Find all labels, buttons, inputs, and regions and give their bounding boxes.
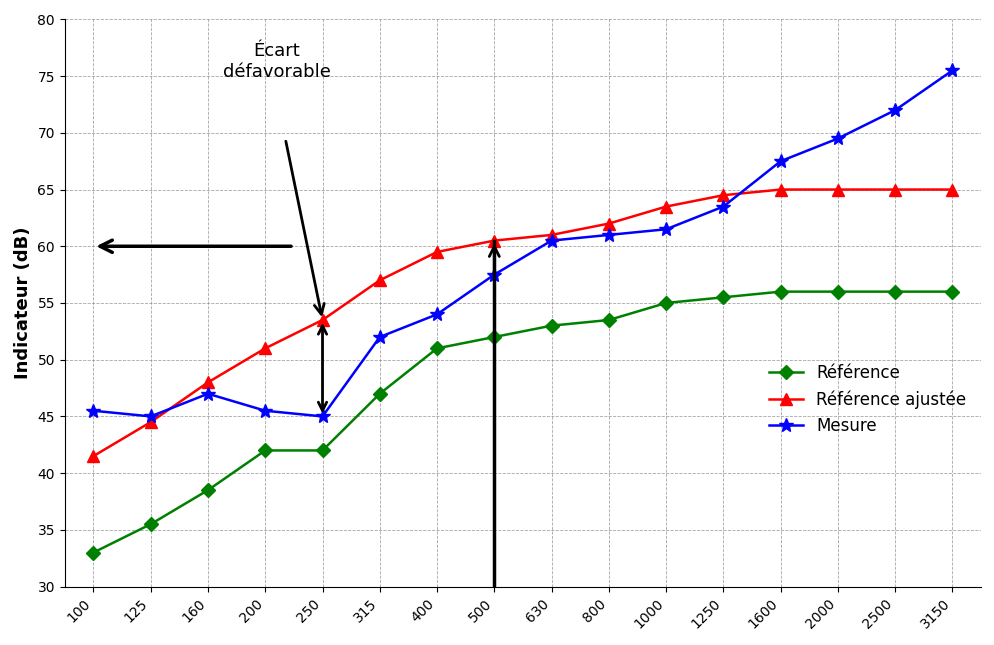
Mesure (945, 66, 957, 74)
Line: Référence: Référence (88, 287, 956, 557)
Mesure (831, 135, 843, 143)
Référence (889, 288, 901, 295)
Mesure (889, 106, 901, 114)
Référence ajustée (717, 192, 729, 199)
Mesure (374, 333, 386, 341)
Référence (717, 293, 729, 301)
Référence ajustée (602, 220, 614, 228)
Référence (602, 316, 614, 324)
Mesure (774, 157, 786, 165)
Référence ajustée (259, 344, 271, 352)
Legend: Référence, Référence ajustée, Mesure: Référence, Référence ajustée, Mesure (761, 357, 972, 442)
Référence (430, 344, 442, 352)
Référence ajustée (374, 277, 386, 284)
Référence (945, 288, 957, 295)
Référence ajustée (316, 316, 328, 324)
Mesure (430, 310, 442, 318)
Référence ajustée (488, 237, 500, 244)
Line: Mesure: Mesure (86, 63, 958, 423)
Line: Référence ajustée: Référence ajustée (87, 184, 957, 462)
Mesure (144, 413, 156, 421)
Mesure (659, 225, 671, 233)
Référence (202, 486, 214, 494)
Référence (774, 288, 786, 295)
Mesure (87, 407, 99, 415)
Référence ajustée (945, 186, 957, 194)
Référence ajustée (87, 452, 99, 460)
Référence ajustée (659, 203, 671, 210)
Référence ajustée (545, 231, 557, 239)
Référence ajustée (774, 186, 786, 194)
Mesure (202, 390, 214, 397)
Mesure (717, 203, 729, 210)
Référence ajustée (889, 186, 901, 194)
Mesure (602, 231, 614, 239)
Référence (316, 446, 328, 454)
Mesure (259, 407, 271, 415)
Référence (259, 446, 271, 454)
Référence (488, 333, 500, 341)
Référence ajustée (430, 248, 442, 256)
Mesure (545, 237, 557, 244)
Text: Écart
défavorable: Écart défavorable (223, 42, 330, 81)
Y-axis label: Indicateur (dB): Indicateur (dB) (14, 227, 32, 379)
Référence ajustée (202, 379, 214, 386)
Référence (144, 521, 156, 528)
Référence ajustée (144, 418, 156, 426)
Référence (87, 549, 99, 557)
Mesure (316, 413, 328, 421)
Référence (659, 299, 671, 307)
Référence ajustée (831, 186, 843, 194)
Mesure (488, 271, 500, 279)
Référence (374, 390, 386, 397)
Référence (545, 322, 557, 330)
Référence (831, 288, 843, 295)
